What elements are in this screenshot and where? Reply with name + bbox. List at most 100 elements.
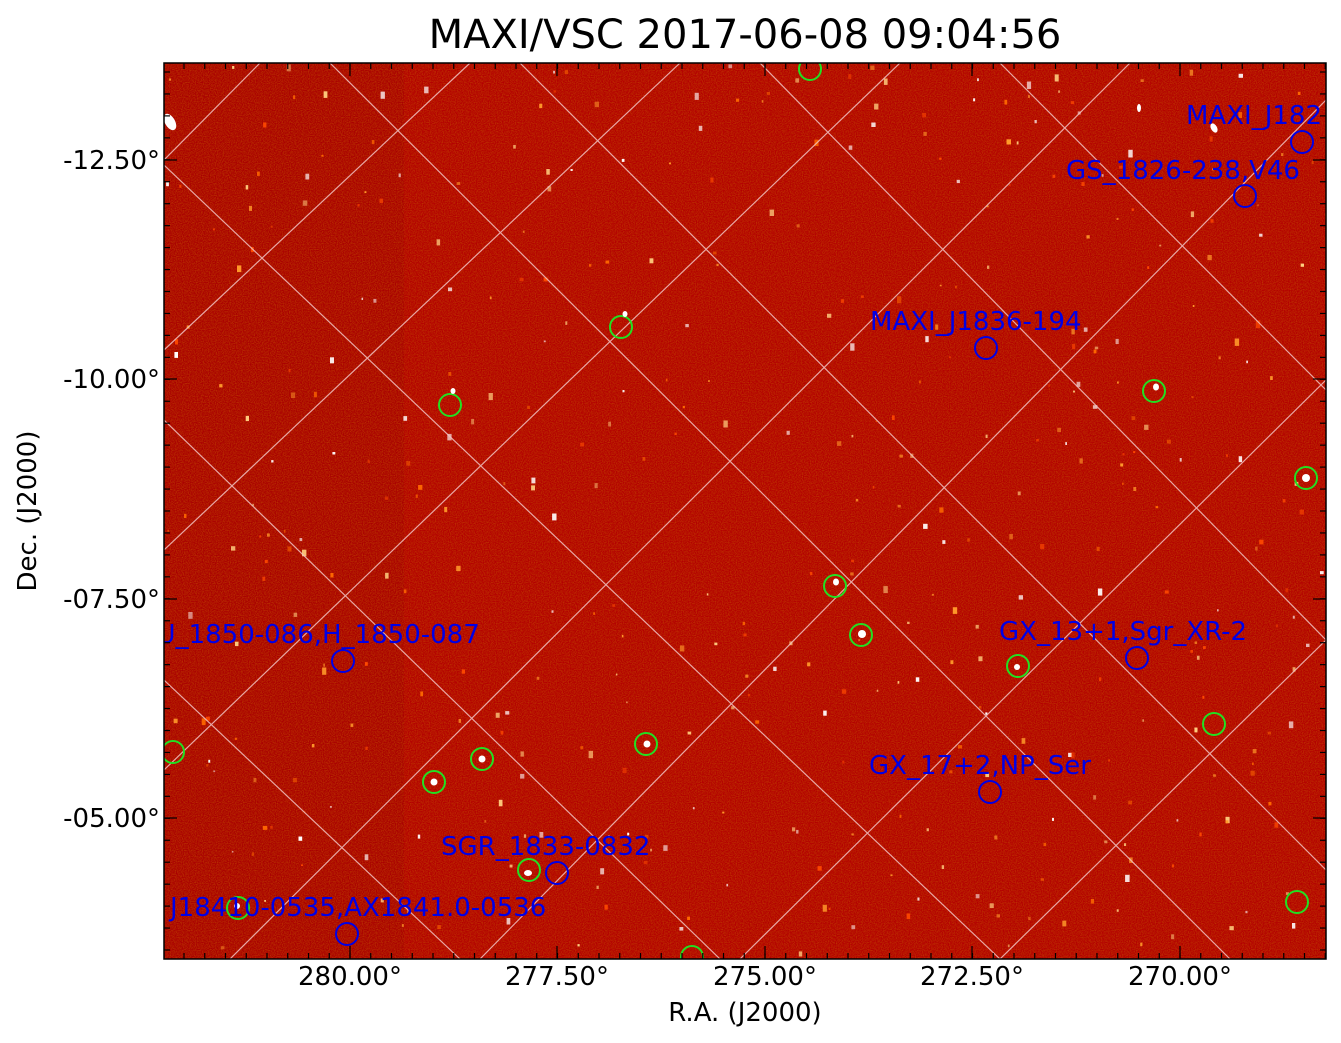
speckle <box>766 92 770 95</box>
speckle <box>357 204 360 207</box>
speckle <box>923 131 927 136</box>
speckle <box>1057 427 1061 433</box>
speckle <box>361 297 364 300</box>
speckle <box>1122 453 1125 456</box>
speckle <box>1115 338 1119 344</box>
speckle <box>263 122 267 128</box>
detection-marker <box>1006 654 1030 678</box>
speckle <box>527 405 530 410</box>
speckle <box>1128 149 1133 158</box>
detection-marker <box>226 896 250 920</box>
speckle <box>939 157 942 160</box>
speckle <box>1171 934 1175 940</box>
speckle <box>264 900 266 902</box>
speckle <box>385 572 389 579</box>
x-tick-labels: 280.00° 277.50° 275.00° 272.50° 270.00° <box>298 962 1232 992</box>
speckle <box>547 186 552 192</box>
speckle <box>1190 211 1195 218</box>
speckle <box>743 633 747 637</box>
speckle <box>1179 458 1182 462</box>
speckle <box>506 918 511 925</box>
speckle <box>939 284 942 287</box>
speckle <box>489 296 492 300</box>
speckle <box>694 92 699 100</box>
speckle <box>851 559 854 563</box>
grid-line <box>164 63 901 771</box>
speckle <box>330 357 334 364</box>
speckle <box>899 814 902 818</box>
speckle <box>1292 667 1296 672</box>
speckle <box>519 277 524 282</box>
speckle <box>1083 327 1088 332</box>
speckle <box>931 593 934 596</box>
speckle <box>722 811 725 814</box>
speckle <box>311 744 315 748</box>
speckle <box>823 710 827 716</box>
speckle <box>840 299 844 303</box>
speckle <box>1213 774 1216 777</box>
speckle <box>687 916 690 920</box>
speckle <box>505 711 510 715</box>
speckle <box>1212 168 1215 171</box>
speckle <box>298 836 303 841</box>
detection-marker <box>422 770 446 794</box>
speckle <box>1270 376 1273 380</box>
grid-line <box>999 639 1326 959</box>
speckle <box>206 764 209 767</box>
speckle <box>1147 266 1150 269</box>
speckle <box>855 498 859 502</box>
speckle <box>1285 588 1289 593</box>
x-tick-label: 275.00° <box>713 962 817 992</box>
speckle <box>809 571 813 576</box>
speckle <box>1238 112 1242 118</box>
speckle <box>364 854 369 861</box>
speckle <box>1172 864 1174 868</box>
speckle <box>1052 817 1054 821</box>
speckle <box>1234 338 1240 346</box>
speckle <box>543 277 548 282</box>
speckle <box>1245 910 1248 914</box>
speckle <box>1288 721 1294 729</box>
speckle <box>1190 650 1193 653</box>
speckle <box>731 706 735 710</box>
speckle <box>1300 263 1304 267</box>
speckle <box>1009 534 1013 540</box>
speckle <box>291 392 296 398</box>
source-label: 4U_1850-086,H_1850-087 <box>140 620 480 650</box>
speckle <box>871 122 876 127</box>
speckle <box>1194 641 1197 644</box>
speckle <box>166 182 169 187</box>
speckle <box>1062 920 1067 927</box>
speckle <box>1285 892 1289 895</box>
speckle <box>807 662 811 667</box>
speckle <box>897 296 902 304</box>
speckle <box>553 70 555 74</box>
speckle <box>403 589 407 594</box>
speckle <box>373 298 377 303</box>
speckle <box>270 225 273 228</box>
speckle <box>1124 843 1127 846</box>
source-label: GS_1826-238,V46 <box>1066 156 1300 186</box>
speckle <box>1071 328 1075 335</box>
speckle <box>957 745 963 749</box>
speckle <box>1252 749 1257 754</box>
bright-source <box>430 778 438 786</box>
speckle <box>235 641 239 647</box>
speckle <box>245 415 249 422</box>
catalog-marker <box>974 336 998 360</box>
speckle <box>522 230 525 233</box>
speckle <box>728 64 733 69</box>
grid-line <box>164 679 461 959</box>
speckle <box>546 169 550 175</box>
speckle <box>698 125 703 131</box>
x-tick-label: 277.50° <box>505 962 609 992</box>
catalog-marker <box>978 780 1002 804</box>
speckle <box>1009 184 1011 187</box>
speckle <box>1274 822 1279 828</box>
speckle <box>955 285 957 289</box>
speckle <box>293 95 296 100</box>
speckle <box>539 832 544 838</box>
speckle <box>627 832 630 836</box>
speckle <box>850 343 855 351</box>
speckle <box>1006 139 1011 145</box>
